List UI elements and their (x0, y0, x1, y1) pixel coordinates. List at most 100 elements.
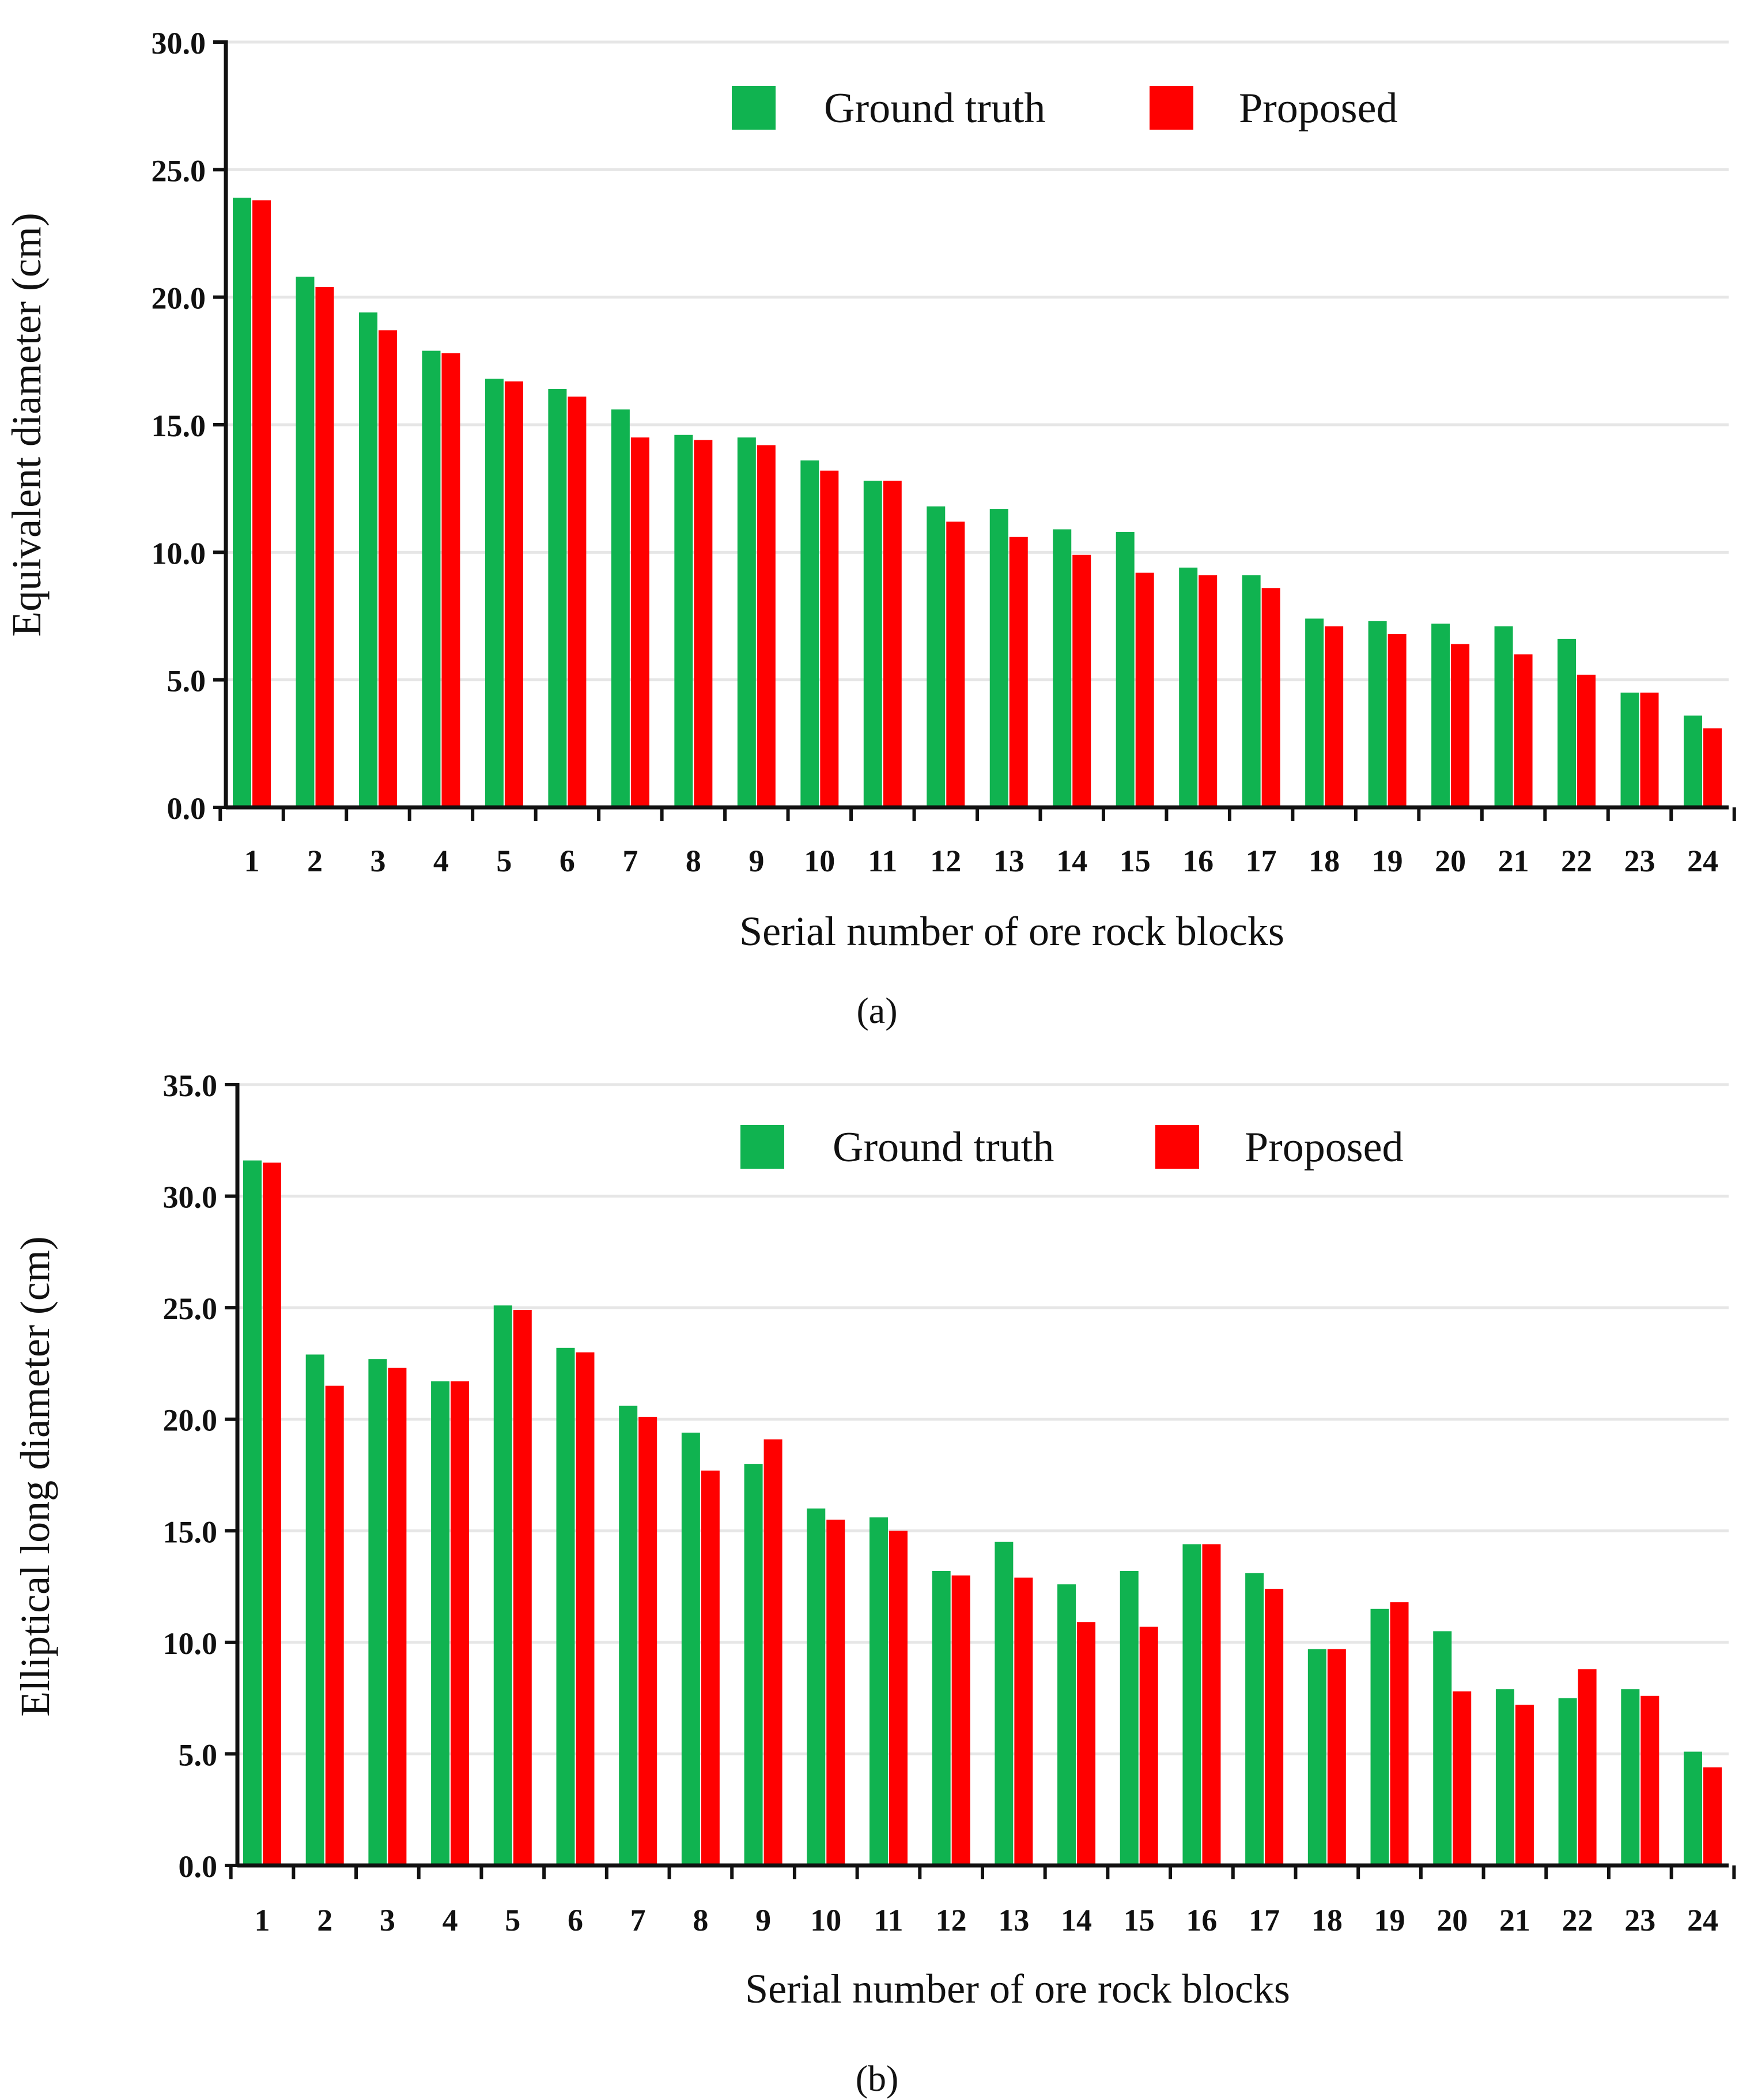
bar-ground-truth-2 (305, 1354, 324, 1865)
bar-ground-truth-17 (1242, 575, 1261, 807)
bar-ground-truth-19 (1370, 1608, 1389, 1865)
bar-proposed-1 (252, 200, 271, 807)
x-tick-label: 1 (244, 844, 260, 878)
y-tick-label: 15.0 (163, 1514, 218, 1549)
x-tick-label: 6 (560, 844, 575, 878)
x-tick-label: 6 (568, 1903, 583, 1937)
x-tick-label: 16 (1186, 1903, 1217, 1937)
y-tick-label: 0.0 (167, 791, 206, 826)
x-tick-label: 12 (930, 844, 961, 878)
bar-ground-truth-17 (1245, 1573, 1264, 1865)
x-tick-label: 18 (1309, 844, 1340, 878)
bar-proposed-14 (1072, 554, 1091, 807)
x-axis-title: Serial number of ore rock blocks (739, 908, 1284, 954)
bar-proposed-2 (325, 1385, 344, 1865)
y-tick-label: 20.0 (163, 1403, 218, 1438)
bar-ground-truth-10 (807, 1508, 826, 1865)
y-tick-label: 30.0 (163, 1180, 218, 1215)
bar-proposed-20 (1453, 1691, 1472, 1865)
x-tick-label: 11 (868, 844, 897, 878)
bar-proposed-5 (504, 381, 523, 807)
bar-proposed-1 (263, 1162, 281, 1865)
x-tick-label: 7 (630, 1903, 646, 1937)
bar-ground-truth-22 (1558, 1698, 1577, 1865)
bar-proposed-11 (883, 481, 902, 807)
bar-proposed-23 (1640, 1695, 1660, 1865)
bar-proposed-22 (1577, 674, 1596, 807)
bar-ground-truth-15 (1116, 531, 1135, 807)
x-tick-label: 14 (1056, 844, 1087, 878)
chart-panel-b: 0.05.010.015.020.025.030.035.01 2 3 4 5 6 7 8 9 1… (12, 1068, 1736, 2012)
bar-ground-truth-7 (611, 409, 630, 807)
y-tick-label: 25.0 (152, 153, 206, 188)
bar-ground-truth-11 (869, 1517, 888, 1865)
bar-ground-truth-22 (1558, 639, 1577, 807)
bar-ground-truth-5 (485, 379, 504, 807)
bar-ground-truth-4 (431, 1381, 450, 1865)
x-tick-label: 21 (1499, 1903, 1530, 1937)
bar-ground-truth-1 (243, 1160, 262, 1865)
bar-proposed-10 (826, 1519, 845, 1865)
bar-ground-truth-23 (1621, 1689, 1640, 1865)
bar-ground-truth-20 (1431, 624, 1450, 807)
x-tick-label: 23 (1624, 1903, 1655, 1937)
x-tick-label: 3 (370, 844, 385, 878)
x-tick-label: 5 (496, 844, 512, 878)
bar-proposed-18 (1327, 1649, 1346, 1865)
x-tick-label: 11 (874, 1903, 903, 1937)
x-tick-label: 10 (804, 844, 835, 878)
y-tick-label: 20.0 (152, 281, 206, 316)
bar-proposed-20 (1451, 644, 1470, 807)
x-tick-label: 24 (1687, 1903, 1718, 1937)
bar-ground-truth-5 (493, 1305, 512, 1865)
bar-ground-truth-12 (932, 1570, 951, 1865)
bar-ground-truth-2 (296, 277, 315, 808)
x-axis-title: Serial number of ore rock blocks (745, 1966, 1290, 2012)
x-tick-label: 5 (505, 1903, 520, 1937)
x-tick-label: 17 (1249, 1903, 1280, 1937)
y-tick-label: 25.0 (163, 1291, 218, 1326)
bar-ground-truth-10 (800, 460, 819, 807)
bar-ground-truth-21 (1494, 626, 1513, 807)
bar-ground-truth-6 (548, 389, 567, 807)
y-axis-title: Elliptical long diameter (cm) (12, 1236, 58, 1717)
bar-proposed-19 (1388, 633, 1407, 807)
bar-proposed-14 (1077, 1622, 1096, 1865)
bar-ground-truth-15 (1120, 1570, 1139, 1865)
x-tick-label: 8 (686, 844, 701, 878)
x-tick-label: 4 (433, 844, 449, 878)
bar-proposed-10 (820, 470, 839, 807)
bar-proposed-16 (1202, 1544, 1221, 1865)
bar-proposed-15 (1135, 572, 1154, 807)
bar-ground-truth-9 (744, 1464, 763, 1865)
x-tick-label: 22 (1562, 1903, 1593, 1937)
y-tick-label: 10.0 (152, 536, 206, 571)
bar-ground-truth-24 (1684, 1751, 1702, 1865)
legend-swatch-proposed (1150, 86, 1193, 130)
bar-proposed-6 (568, 396, 587, 807)
x-tick-label: 12 (936, 1903, 967, 1937)
bar-proposed-18 (1325, 626, 1344, 807)
legend-label-proposed: Proposed (1245, 1124, 1403, 1171)
bar-ground-truth-16 (1182, 1544, 1201, 1865)
bar-proposed-17 (1261, 588, 1280, 807)
bar-proposed-8 (701, 1470, 720, 1865)
y-tick-label: 0.0 (179, 1849, 218, 1884)
y-tick-label: 35.0 (163, 1068, 218, 1103)
bar-proposed-8 (694, 440, 713, 807)
bar-ground-truth-12 (927, 506, 946, 807)
y-axis-title: Equivalent diameter (cm) (3, 213, 50, 637)
bar-ground-truth-7 (619, 1406, 638, 1865)
x-tick-label: 16 (1182, 844, 1214, 878)
x-tick-label: 20 (1437, 1903, 1468, 1937)
bar-ground-truth-3 (358, 312, 377, 807)
bar-ground-truth-4 (422, 350, 441, 807)
bar-proposed-3 (378, 330, 397, 807)
bar-proposed-6 (576, 1352, 595, 1865)
y-tick-label: 30.0 (152, 26, 206, 61)
x-tick-label: 19 (1372, 844, 1403, 878)
bar-ground-truth-18 (1305, 618, 1324, 807)
bar-ground-truth-8 (681, 1432, 700, 1865)
x-tick-label: 21 (1498, 844, 1529, 878)
legend-swatch-ground-truth (732, 86, 776, 130)
